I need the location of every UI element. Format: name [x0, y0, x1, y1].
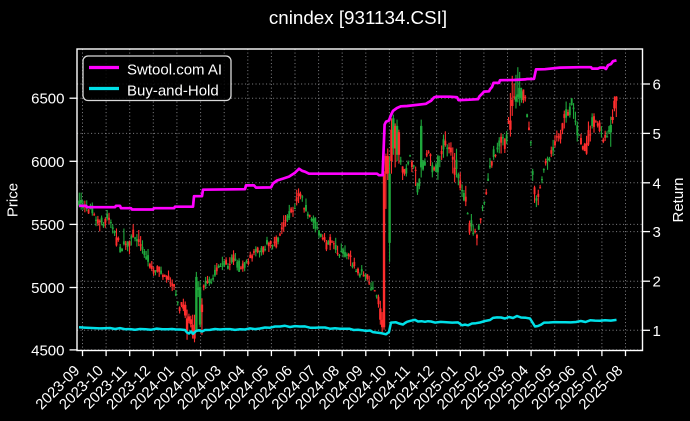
svg-text:6500: 6500	[31, 91, 64, 108]
svg-text:Buy-and-Hold: Buy-and-Hold	[127, 83, 219, 100]
svg-text:Price: Price	[5, 183, 22, 217]
svg-text:6000: 6000	[31, 154, 64, 171]
svg-text:1: 1	[653, 323, 661, 340]
svg-text:Return: Return	[670, 177, 687, 222]
svg-text:Swtool.com AI: Swtool.com AI	[127, 62, 222, 79]
svg-text:5500: 5500	[31, 217, 64, 234]
svg-text:5000: 5000	[31, 280, 64, 297]
svg-text:4500: 4500	[31, 342, 64, 359]
svg-text:6: 6	[653, 77, 661, 94]
svg-text:3: 3	[653, 224, 661, 241]
svg-text:cnindex [931134.CSI]: cnindex [931134.CSI]	[269, 7, 447, 28]
svg-text:5: 5	[653, 126, 661, 143]
svg-text:4: 4	[653, 175, 661, 192]
svg-text:2: 2	[653, 274, 661, 291]
